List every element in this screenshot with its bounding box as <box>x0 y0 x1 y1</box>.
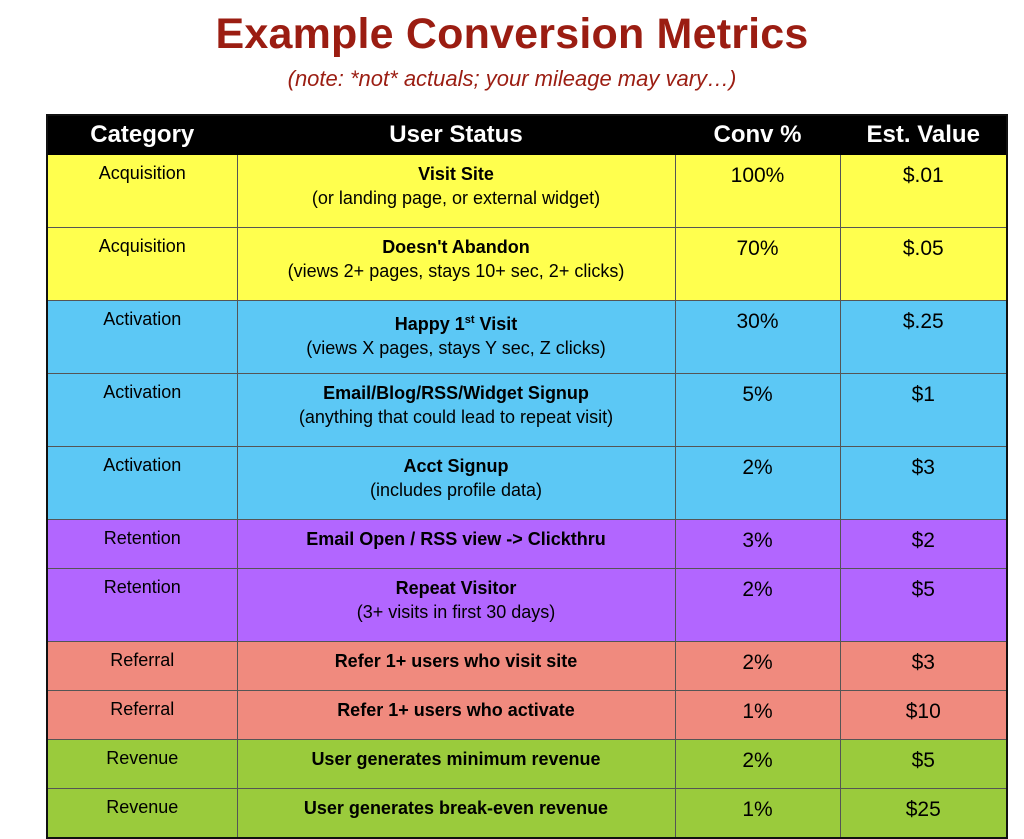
header-conv-percent: Conv % <box>674 114 841 155</box>
value-cell: $3 <box>839 641 1008 691</box>
conv-cell: 5% <box>674 373 841 447</box>
status-cell: Email Open / RSS view -> Clickthru <box>236 519 676 569</box>
status-detail: (views X pages, stays Y sec, Z clicks) <box>306 338 606 358</box>
status-label: Refer 1+ users who activate <box>337 700 575 720</box>
status-cell: Acct Signup (includes profile data) <box>236 446 676 520</box>
status-detail: (3+ visits in first 30 days) <box>356 602 556 622</box>
status-label: Acct Signup <box>403 456 509 476</box>
conv-cell: 3% <box>674 519 841 569</box>
status-label: Refer 1+ users who visit site <box>334 651 578 671</box>
category-cell: Activation <box>46 300 238 374</box>
category-cell: Retention <box>46 568 238 642</box>
status-cell: Email/Blog/RSS/Widget Signup (anything th… <box>236 373 676 447</box>
status-detail: (views 2+ pages, stays 10+ sec, 2+ click… <box>287 261 625 281</box>
status-label: Email/Blog/RSS/Widget Signup <box>323 383 589 403</box>
status-cell: User generates break-even revenue <box>236 788 676 839</box>
category-cell: Retention <box>46 519 238 569</box>
ordinal-superscript: st <box>464 314 475 326</box>
page-title: Example Conversion Metrics <box>215 10 809 58</box>
category-cell: Acquisition <box>46 227 238 301</box>
conv-cell: 2% <box>674 641 841 691</box>
table-row: Retention Repeat Visitor (3+ visits in fi… <box>46 568 1008 642</box>
table-row: Activation Acct Signup (includes profile … <box>46 446 1008 520</box>
table-row: Referral Refer 1+ users who visit site 2… <box>46 641 1008 691</box>
conv-cell: 100% <box>674 154 841 228</box>
value-cell: $.01 <box>839 154 1008 228</box>
value-cell: $.25 <box>839 300 1008 374</box>
category-cell: Acquisition <box>46 154 238 228</box>
category-cell: Referral <box>46 690 238 740</box>
status-label: User generates break-even revenue <box>303 798 609 818</box>
status-label: User generates minimum revenue <box>311 749 601 769</box>
status-cell: User generates minimum revenue <box>236 739 676 789</box>
category-cell: Revenue <box>46 788 238 839</box>
conv-cell: 2% <box>674 446 841 520</box>
value-cell: $3 <box>839 446 1008 520</box>
table-row: Activation Email/Blog/RSS/Widget Signup (… <box>46 373 1008 447</box>
conversion-metrics-table: Category User Status Conv % Est. Value A… <box>46 114 1008 839</box>
status-label: Repeat Visitor <box>395 578 517 598</box>
table-row: Referral Refer 1+ users who activate 1% … <box>46 690 1008 740</box>
value-cell: $1 <box>839 373 1008 447</box>
conv-cell: 70% <box>674 227 841 301</box>
category-cell: Referral <box>46 641 238 691</box>
status-cell: Doesn't Abandon (views 2+ pages, stays 10… <box>236 227 676 301</box>
status-label: Happy 1st Visit <box>394 314 518 334</box>
conv-cell: 2% <box>674 568 841 642</box>
table-row: Acquisition Doesn't Abandon (views 2+ pag… <box>46 227 1008 301</box>
table-row: Revenue User generates minimum revenue 2… <box>46 739 1008 789</box>
status-detail: (or landing page, or external widget) <box>311 188 601 208</box>
table-header-row: Category User Status Conv % Est. Value <box>46 114 1008 155</box>
status-cell: Visit Site (or landing page, or external … <box>236 154 676 228</box>
conv-cell: 30% <box>674 300 841 374</box>
conv-cell: 2% <box>674 739 841 789</box>
status-cell: Refer 1+ users who visit site <box>236 641 676 691</box>
status-cell: Happy 1st Visit (views X pages, stays Y s… <box>236 300 676 374</box>
status-cell: Refer 1+ users who activate <box>236 690 676 740</box>
table-row: Activation Happy 1st Visit (views X pages… <box>46 300 1008 374</box>
value-cell: $5 <box>839 568 1008 642</box>
table-row: Retention Email Open / RSS view -> Click… <box>46 519 1008 569</box>
header-user-status: User Status <box>236 114 676 155</box>
table-row: Revenue User generates break-even revenu… <box>46 788 1008 839</box>
status-label: Email Open / RSS view -> Clickthru <box>306 529 606 549</box>
category-cell: Revenue <box>46 739 238 789</box>
conv-cell: 1% <box>674 690 841 740</box>
header-category: Category <box>46 114 238 155</box>
value-cell: $5 <box>839 739 1008 789</box>
status-cell: Repeat Visitor (3+ visits in first 30 day… <box>236 568 676 642</box>
category-cell: Activation <box>46 373 238 447</box>
value-cell: $10 <box>839 690 1008 740</box>
value-cell: $2 <box>839 519 1008 569</box>
conv-cell: 1% <box>674 788 841 839</box>
status-detail: (includes profile data) <box>369 480 543 500</box>
category-cell: Activation <box>46 446 238 520</box>
status-detail: (anything that could lead to repeat visi… <box>298 407 614 427</box>
table-row: Acquisition Visit Site (or landing page, … <box>46 154 1008 228</box>
status-label: Visit Site <box>418 164 494 184</box>
value-cell: $.05 <box>839 227 1008 301</box>
page-subtitle: (note: *not* actuals; your mileage may v… <box>287 66 737 91</box>
value-cell: $25 <box>839 788 1008 839</box>
status-label: Doesn't Abandon <box>382 237 530 257</box>
header-est-value: Est. Value <box>839 114 1008 155</box>
